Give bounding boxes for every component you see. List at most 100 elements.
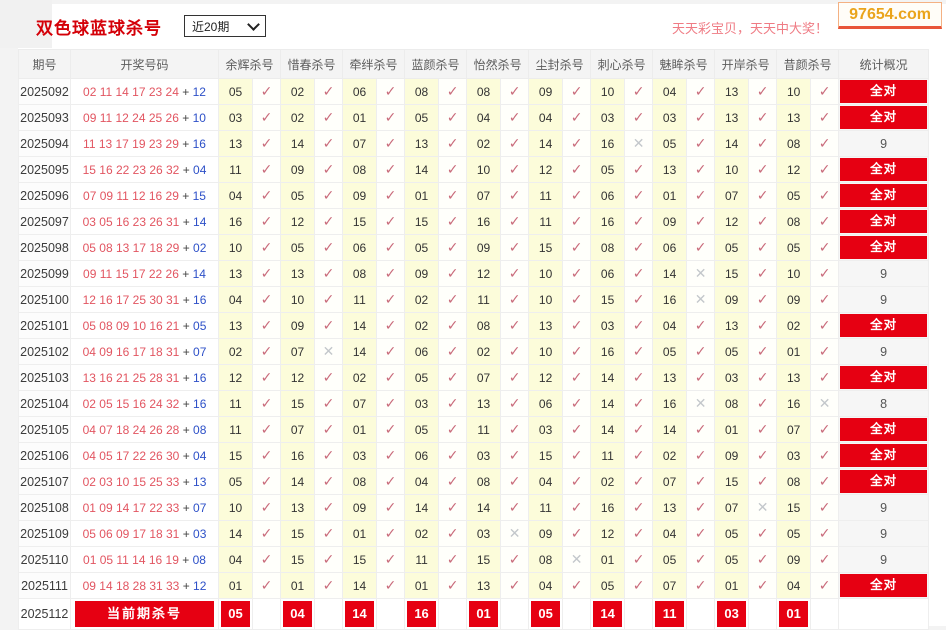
blue-ball: 14	[192, 266, 206, 281]
kill-result-cell: ✓	[500, 390, 530, 417]
kill-number-cell: 12	[280, 208, 316, 235]
check-icon: ✓	[570, 525, 583, 541]
current-empty-cell	[562, 598, 592, 630]
check-icon: ✓	[818, 525, 831, 541]
draw-numbers-cell: 01 05 11 14 16 19 + 08	[70, 546, 219, 573]
check-icon: ✓	[632, 109, 645, 125]
kill-result-cell: ✓	[562, 78, 592, 105]
kill-result-cell: ✓	[314, 156, 344, 183]
check-icon: ✓	[632, 369, 645, 385]
kill-number-cell: 12	[590, 520, 626, 547]
kill-number-cell: 13	[218, 312, 253, 339]
kill-number-cell: 02	[404, 520, 440, 547]
kill-result-cell: ✓	[500, 364, 530, 391]
plus-sign: +	[179, 292, 194, 307]
kill-result-cell: ✓	[686, 442, 716, 469]
table-row: 2025110 01 05 11 14 16 19 + 08 04 ✓ 15 ✓ 15 ✓ 11…	[18, 546, 930, 573]
draw-numbers-cell: 12 16 17 25 30 31 + 16	[70, 286, 219, 313]
kill-result-cell: ✓	[748, 468, 778, 495]
kill-number-cell: 16	[218, 208, 253, 235]
kill-number-cell: 03	[342, 442, 378, 469]
kill-result-cell: ✓	[500, 260, 530, 287]
kill-number-cell: 03	[528, 416, 564, 443]
draw-numbers-cell: 02 11 14 17 23 24 + 12	[70, 78, 219, 105]
period-cell: 2025095	[18, 156, 71, 183]
check-icon: ✓	[384, 187, 397, 203]
check-icon: ✓	[756, 291, 769, 307]
kill-result-cell: ✓	[686, 416, 716, 443]
check-icon: ✓	[632, 317, 645, 333]
kill-number-cell: 02	[776, 312, 812, 339]
check-icon: ✓	[570, 83, 583, 99]
plus-sign: +	[179, 344, 194, 359]
table-row: 2025104 02 05 15 16 24 32 + 16 11 ✓ 15 ✓ 07 ✓ 03…	[18, 390, 930, 417]
check-icon: ✓	[570, 135, 583, 151]
kill-number-cell: 09	[466, 234, 502, 261]
perfect-badge: 全对	[840, 236, 928, 259]
plus-sign: +	[179, 240, 194, 255]
current-stat-cell	[838, 598, 930, 630]
stat-cell: 全对	[838, 234, 930, 261]
period-cell: 2025096	[18, 182, 71, 209]
table-head-row: 期号 开奖号码 余辉杀号 惜春杀号 牵绊杀号 蓝颜杀号 怡然杀号 尘封杀号 刺心杀号 魅眸杀号 开岸…	[18, 49, 930, 79]
check-icon: ✓	[756, 213, 769, 229]
kill-result-cell: ✓	[438, 208, 468, 235]
red-balls: 02 05 15 16 24 32	[82, 396, 180, 411]
blue-ball: 16	[193, 292, 207, 307]
kill-number-cell: 02	[652, 442, 688, 469]
check-icon: ✓	[260, 239, 273, 255]
red-balls: 02 03 10 15 25 33	[82, 474, 180, 489]
kill-result-cell: ✓	[314, 208, 344, 235]
stat-cell: 全对	[838, 572, 930, 599]
kill-result-cell: ✓	[562, 286, 592, 313]
kill-number-cell: 06	[590, 182, 626, 209]
check-icon: ✓	[694, 577, 707, 593]
check-icon: ✓	[260, 421, 273, 437]
kill-result-cell: ✓	[438, 364, 468, 391]
kill-number-cell: 12	[218, 364, 253, 391]
check-icon: ✓	[260, 135, 273, 151]
kill-number-cell: 13	[714, 312, 750, 339]
kill-result-cell: ✓	[624, 156, 654, 183]
stat-cell: 9	[838, 494, 930, 521]
kill-result-cell: ✓	[376, 130, 406, 157]
current-empty-cell	[376, 598, 406, 630]
kill-number-cell: 01	[342, 416, 378, 443]
kill-number-cell: 07	[280, 338, 316, 365]
check-icon: ✓	[694, 421, 707, 437]
check-icon: ✓	[508, 317, 521, 333]
period-cell: 2025093	[18, 104, 71, 131]
kill-result-cell: ✓	[686, 156, 716, 183]
kill-number-cell: 11	[342, 286, 378, 313]
check-icon: ✓	[818, 447, 831, 463]
kill-number-cell: 16	[590, 494, 626, 521]
kill-result-cell: ✓	[624, 78, 654, 105]
kill-number-cell: 16	[590, 130, 626, 157]
check-icon: ✓	[818, 161, 831, 177]
check-icon: ✓	[446, 499, 459, 515]
check-icon: ✓	[508, 577, 521, 593]
check-icon: ✓	[508, 551, 521, 567]
kill-number-cell: 03	[590, 104, 626, 131]
kill-number-cell: 16	[466, 208, 502, 235]
draw-numbers-cell: 05 08 13 17 18 29 + 02	[70, 234, 219, 261]
check-icon: ✓	[508, 239, 521, 255]
check-icon: ✓	[570, 291, 583, 307]
kill-number-cell: 02	[280, 104, 316, 131]
site-logo-link[interactable]: 97654.com	[838, 2, 942, 29]
kill-result-cell: ✓	[500, 286, 530, 313]
check-icon: ✓	[570, 499, 583, 515]
draw-numbers-cell: 09 11 15 17 22 26 + 14	[70, 260, 219, 287]
range-dropdown[interactable]: 近20期	[184, 15, 266, 37]
kill-result-cell: ✓	[562, 364, 592, 391]
kill-number-cell: 15	[218, 442, 253, 469]
kill-number-cell: 12	[466, 260, 502, 287]
kill-number-cell: 08	[342, 156, 378, 183]
plus-sign: +	[179, 214, 194, 229]
kill-result-cell: ✓	[810, 494, 840, 521]
red-balls: 15 16 22 23 26 32	[82, 162, 180, 177]
kill-result-cell: ✓	[624, 468, 654, 495]
kill-number-cell: 13	[466, 572, 502, 599]
kill-number-cell: 07	[466, 364, 502, 391]
